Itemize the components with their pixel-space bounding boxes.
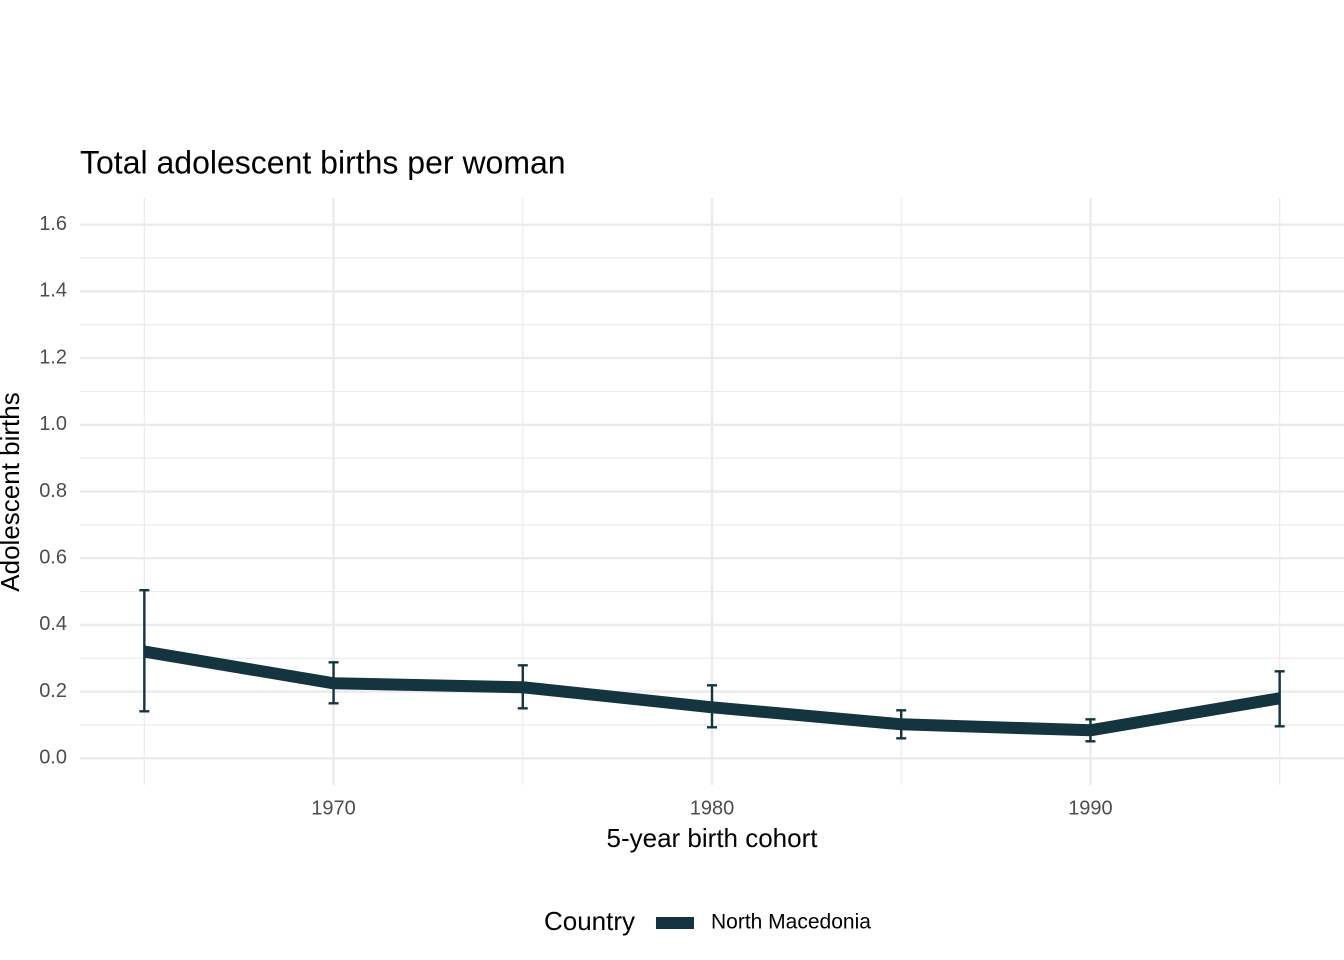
x-tick-label: 1990 [1068, 797, 1113, 819]
y-tick-label: 0.0 [39, 747, 67, 769]
y-tick-label: 1.6 [39, 213, 67, 235]
series-line [143, 645, 1281, 737]
y-tick-label: 0.2 [39, 680, 67, 702]
error-bar [139, 589, 150, 713]
legend-label: North Macedonia [711, 911, 871, 934]
y-axis-title: Adolescent births [0, 392, 25, 591]
legend-title: Country [544, 906, 635, 936]
y-tick-label: 0.4 [39, 613, 67, 635]
legend-swatch [656, 917, 694, 929]
y-tick-label: 1.2 [39, 346, 67, 368]
x-tick-label: 1980 [690, 797, 735, 819]
y-tick-label: 0.8 [39, 480, 67, 502]
y-tick-label: 1.0 [39, 413, 67, 435]
y-tick-label: 1.4 [39, 280, 67, 302]
x-tick-label: 1970 [311, 797, 356, 819]
x-axis-title: 5-year birth cohort [607, 823, 819, 853]
y-tick-label: 0.6 [39, 546, 67, 568]
chart-title: Total adolescent births per woman [80, 144, 566, 180]
